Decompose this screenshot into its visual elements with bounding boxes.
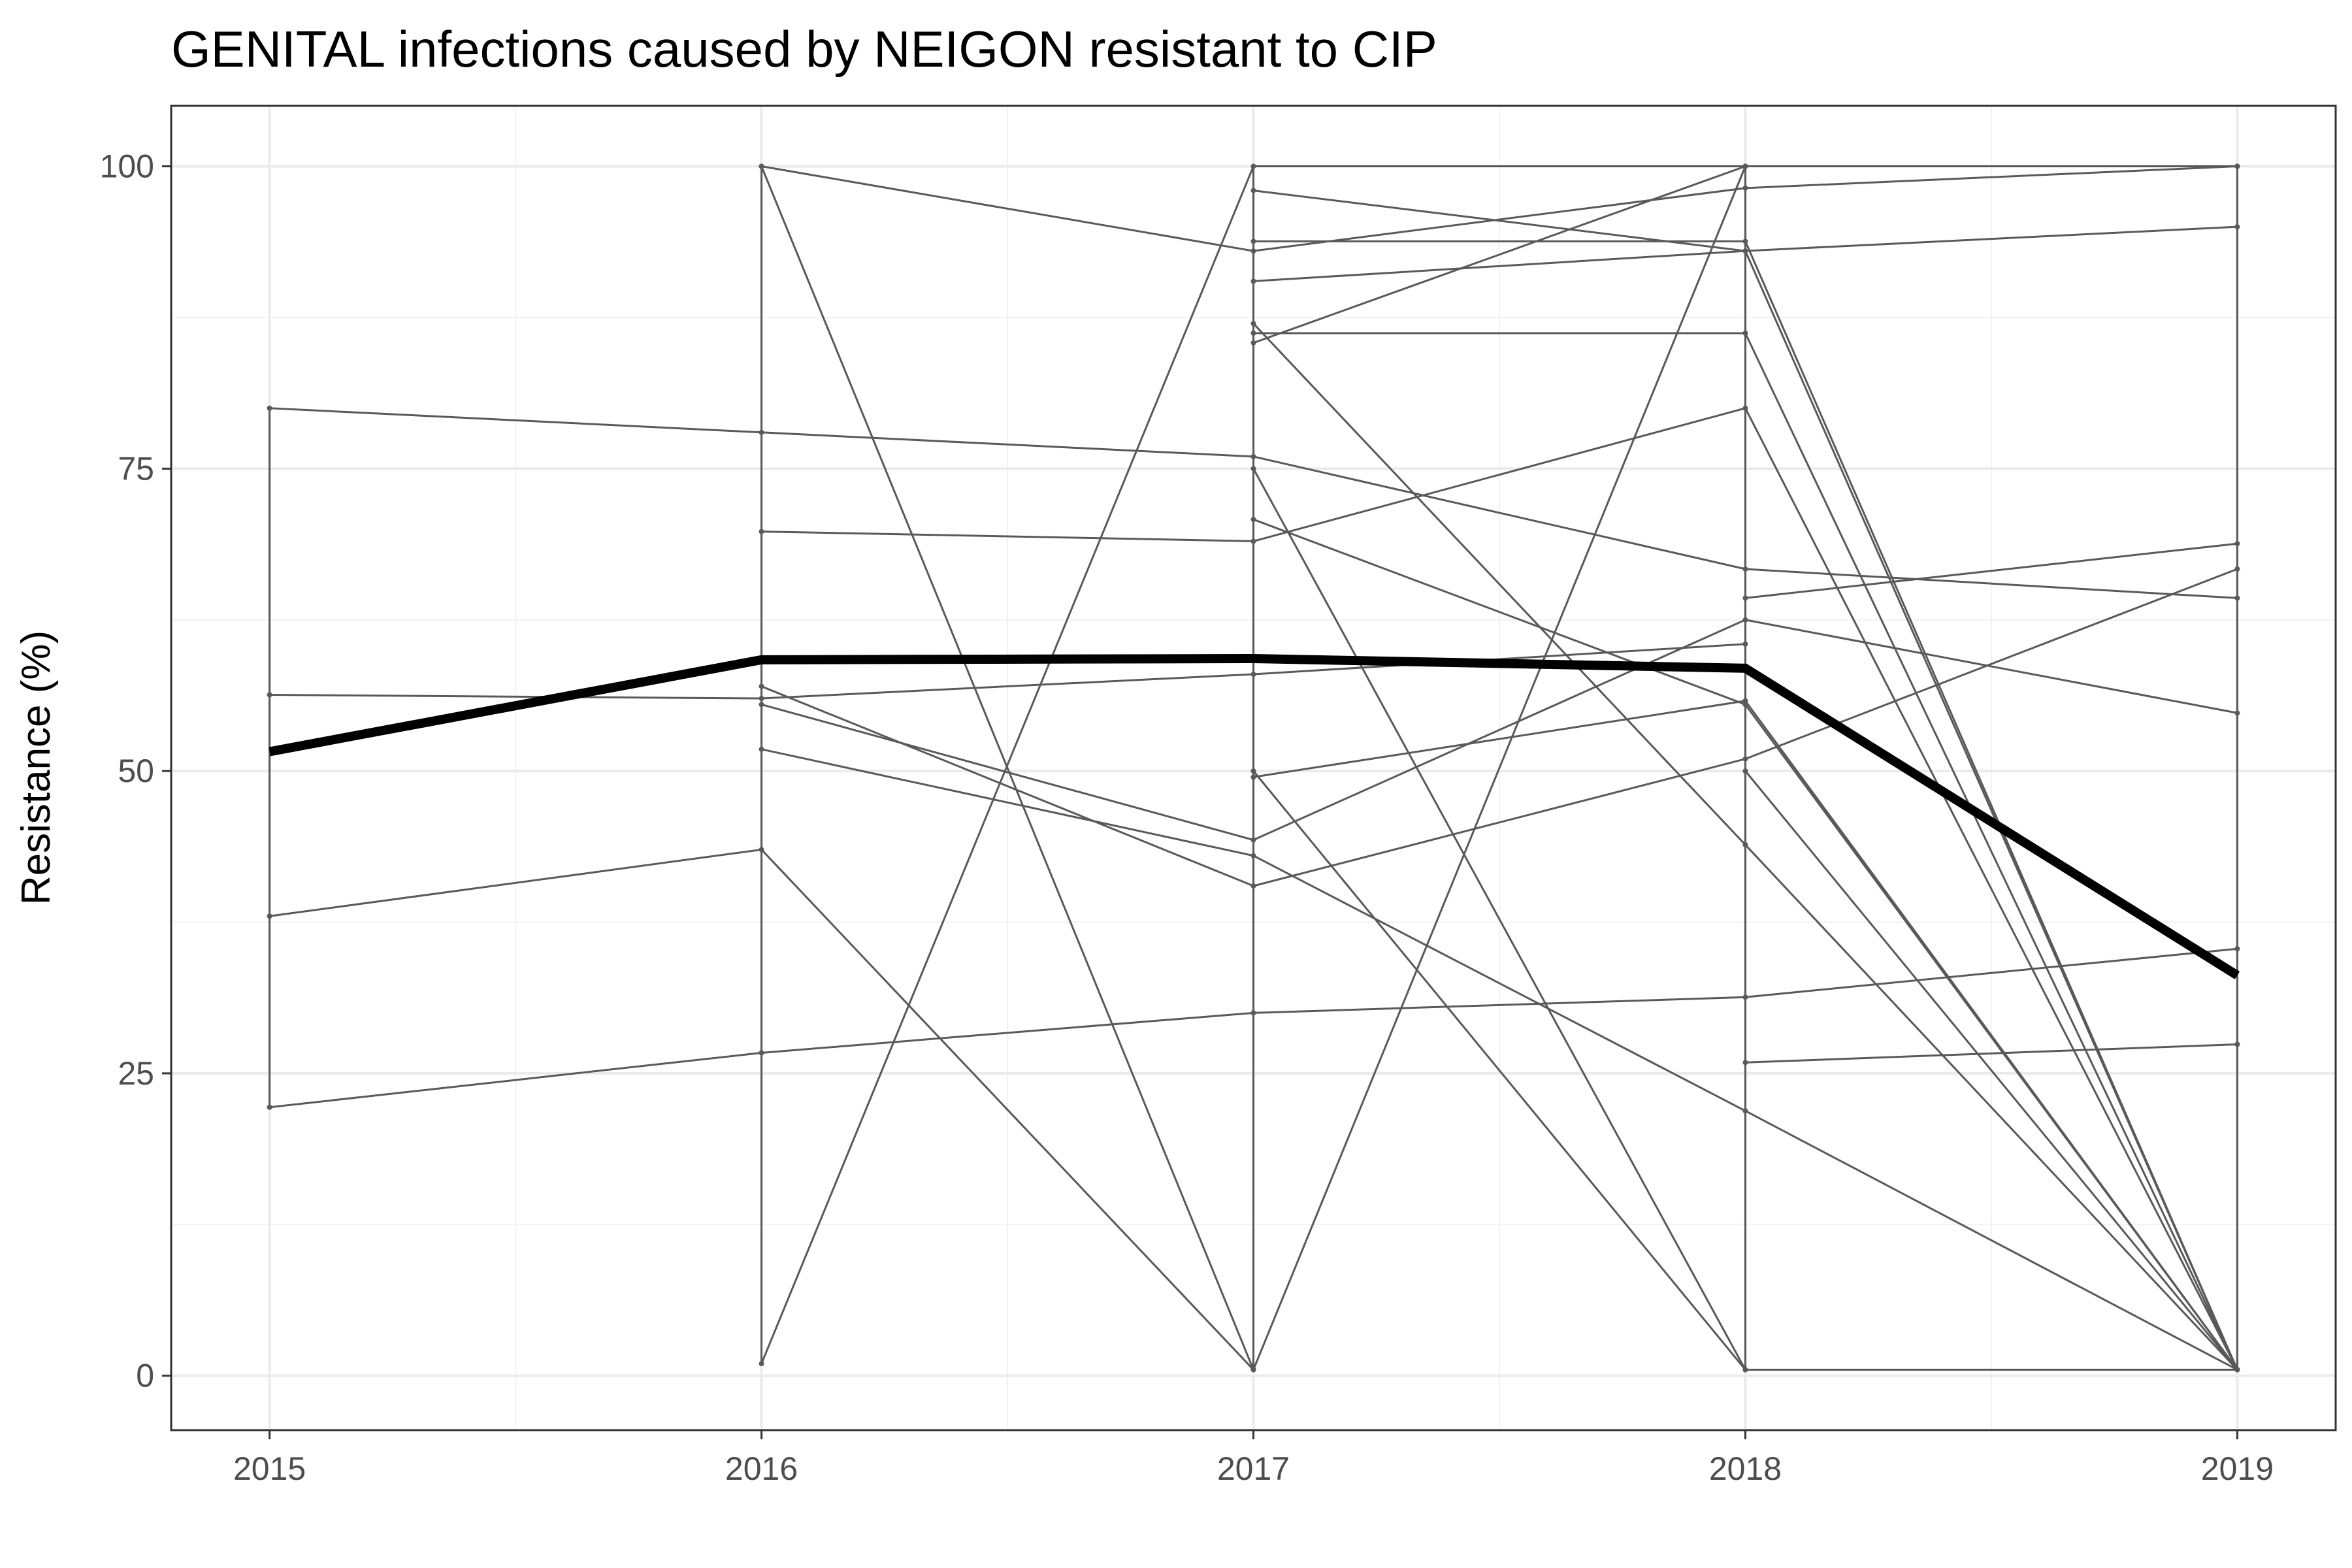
series-point	[1250, 883, 1256, 889]
series-point	[2234, 595, 2240, 601]
series-point	[759, 1050, 764, 1056]
series-point	[2234, 566, 2240, 572]
series-point	[1742, 163, 1748, 169]
series-point	[2234, 163, 2240, 169]
y-tick-label: 25	[118, 1055, 154, 1092]
series-point	[1742, 248, 1748, 254]
series-point	[759, 696, 764, 702]
series-line-10	[761, 619, 2238, 841]
series-line-8	[761, 407, 2238, 1371]
axis-layer: 2015 2016 2017 2018 2019 0 25 50 75 100	[100, 148, 2274, 1487]
x-tick-label: 2018	[1709, 1450, 1782, 1487]
mean-layer	[269, 653, 2240, 979]
series-line-6	[761, 165, 2238, 252]
series-point	[1250, 853, 1256, 858]
series-point	[1250, 837, 1256, 843]
series-point	[1250, 238, 1256, 244]
series-point	[1250, 466, 1256, 472]
series-point	[759, 683, 764, 689]
series-point	[759, 702, 764, 708]
series-line-9	[760, 568, 2238, 887]
series-point	[1250, 331, 1256, 336]
series-point	[1742, 617, 1748, 623]
series-point	[1250, 672, 1256, 678]
series-point	[1250, 774, 1256, 780]
series-point	[267, 913, 272, 919]
y-tick-label: 75	[118, 450, 154, 487]
x-tick-label: 2015	[233, 1450, 306, 1487]
series-point	[1250, 768, 1256, 774]
series-point	[1250, 340, 1256, 346]
series-point	[267, 405, 272, 411]
series-point	[1742, 405, 1748, 411]
series-point	[267, 692, 272, 698]
series-point	[1250, 538, 1256, 544]
series-point	[1742, 1060, 1748, 1066]
series-point	[2234, 224, 2240, 230]
series-point	[1742, 756, 1748, 762]
series-line-21	[1252, 770, 1746, 1371]
series-point	[1742, 1367, 1748, 1373]
x-tick-label: 2019	[2201, 1450, 2274, 1487]
y-tick-label: 100	[100, 148, 154, 185]
series-point	[1250, 1367, 1256, 1373]
y-axis-label: Resistance (%)	[14, 630, 59, 905]
series-point	[1250, 453, 1256, 459]
series-point	[267, 1104, 272, 1110]
series-line-18	[1252, 468, 1746, 1371]
series-line-23	[1745, 542, 2238, 599]
series-point	[1250, 517, 1256, 523]
series-line-11	[761, 748, 2238, 1371]
series-point	[1742, 842, 1748, 848]
series-point	[1742, 185, 1748, 191]
series-point	[1250, 321, 1256, 327]
x-tick-label: 2017	[1217, 1450, 1290, 1487]
series-point	[759, 529, 764, 534]
series-point	[2234, 1367, 2240, 1373]
x-tick-label: 2016	[725, 1450, 798, 1487]
series-point	[759, 1361, 764, 1367]
series-point	[2234, 710, 2240, 716]
mean-series-line	[269, 653, 2240, 979]
series-point	[1250, 248, 1256, 254]
series-point	[1742, 238, 1748, 244]
series-point	[1250, 163, 1256, 169]
series-line-5	[760, 165, 1254, 1371]
series-line-25	[1744, 770, 2238, 1371]
series-layer	[267, 163, 2240, 1373]
series-point	[1742, 1108, 1748, 1114]
series-point	[1250, 278, 1256, 284]
series-point	[1250, 188, 1256, 193]
series-point	[759, 847, 764, 853]
y-tick-label: 50	[118, 753, 154, 789]
series-point	[2234, 541, 2240, 547]
series-point	[1742, 994, 1748, 1000]
series-point	[2234, 946, 2240, 952]
chart-title: GENITAL infections caused by NEIGON resi…	[171, 20, 1437, 78]
series-point	[759, 746, 764, 752]
series-point	[759, 429, 764, 435]
series-point	[759, 163, 764, 169]
y-tick-label: 0	[136, 1358, 154, 1394]
series-point	[1742, 641, 1748, 647]
series-point	[1742, 698, 1748, 704]
series-point	[2234, 1041, 2240, 1047]
series-line-24	[1745, 1043, 2238, 1064]
series-point	[1742, 595, 1748, 601]
series-point	[1742, 566, 1748, 572]
series-point	[1742, 331, 1748, 336]
series-point	[1250, 1010, 1256, 1016]
series-point	[1742, 768, 1748, 774]
